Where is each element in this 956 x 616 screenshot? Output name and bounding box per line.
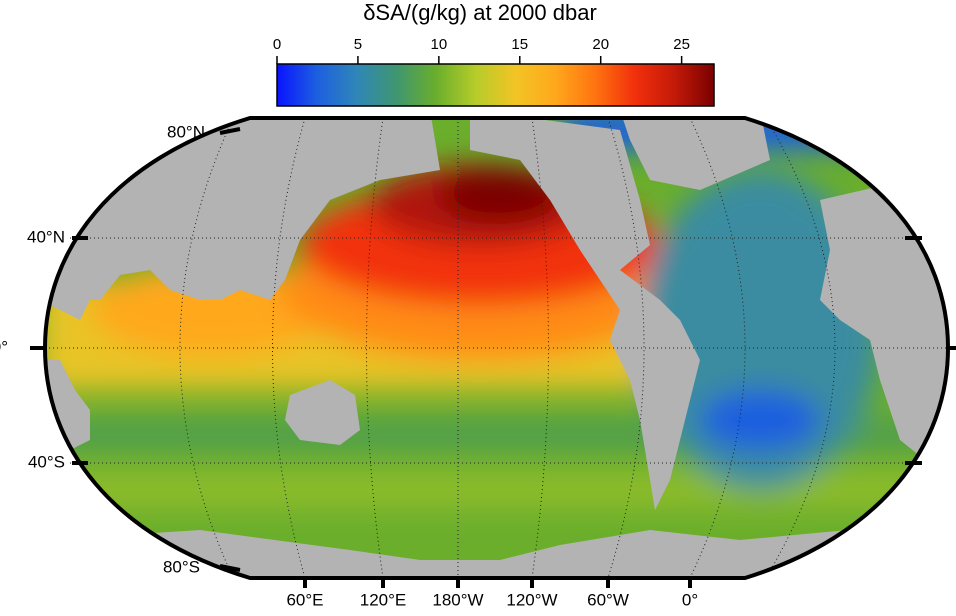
longitude-label: 120°W (506, 590, 557, 609)
colorbar-tick-label: 20 (592, 36, 609, 53)
latitude-label: 0° (0, 337, 8, 356)
colorbar-tick-label: 25 (673, 36, 690, 53)
colorbar-tick-label: 10 (431, 36, 448, 53)
ocean-field (45, 118, 948, 578)
latitude-label: 80°S (163, 557, 200, 576)
title: δSA/(g/kg) at 2000 dbar (363, 0, 597, 25)
colorbar (276, 63, 715, 107)
longitude-label: 60°E (286, 590, 323, 609)
colorbar-scale (276, 63, 715, 107)
latitude-label: 80°N (167, 122, 205, 141)
graticule (45, 117, 948, 579)
longitude-label: 120°E (360, 590, 407, 609)
latitude-label: 40°S (28, 452, 65, 471)
longitude-label: 60°W (587, 590, 629, 609)
latitude-label: 40°N (27, 227, 65, 246)
map-frame (42, 116, 951, 580)
colorbar-tick-label: 0 (273, 36, 281, 53)
colorbar-tick-label: 15 (511, 36, 528, 53)
longitude-label: 180°W (432, 590, 483, 609)
colorbar-tick-label: 5 (354, 36, 362, 53)
longitude-label: 0° (682, 590, 698, 609)
frame-ticks (30, 127, 956, 588)
